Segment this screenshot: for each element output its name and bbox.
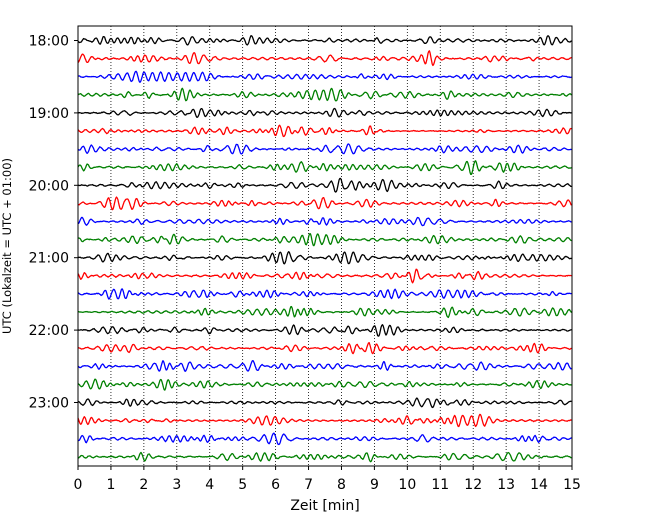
y-tick-label-22:00: 22:00 bbox=[29, 323, 69, 339]
trace-line-5 bbox=[77, 107, 572, 119]
trace-line-20 bbox=[77, 378, 572, 391]
x-tick-label-4: 4 bbox=[205, 477, 214, 493]
x-axis-label: Zeit [min] bbox=[290, 498, 359, 514]
trace-line-21 bbox=[77, 397, 572, 409]
y-tick-label-19:00: 19:00 bbox=[29, 106, 69, 122]
x-tick-label-15: 15 bbox=[563, 477, 581, 493]
x-tick-label-0: 0 bbox=[74, 477, 83, 493]
trace-line-14 bbox=[77, 268, 572, 284]
trace-line-7 bbox=[77, 143, 572, 155]
y-tick-label-21:00: 21:00 bbox=[29, 251, 69, 267]
trace-line-16 bbox=[77, 305, 573, 319]
trace-line-6 bbox=[77, 124, 572, 138]
grid-lines bbox=[110, 26, 540, 466]
trace-line-13 bbox=[77, 251, 572, 265]
trace-line-23 bbox=[77, 432, 572, 446]
trace-line-17 bbox=[77, 324, 572, 337]
y-tick-label-23:00: 23:00 bbox=[29, 396, 69, 412]
x-tick-label-7: 7 bbox=[304, 477, 313, 493]
x-tick-label-6: 6 bbox=[271, 477, 280, 493]
trace-line-2 bbox=[77, 50, 572, 67]
x-tick-label-2: 2 bbox=[139, 477, 148, 493]
x-tick-label-3: 3 bbox=[172, 477, 181, 493]
plot-frame bbox=[77, 25, 573, 467]
trace-line-9 bbox=[77, 177, 572, 193]
y-axis-label: UTC (Lokalzeit = UTC + 01:00) bbox=[0, 158, 14, 334]
x-tick-label-9: 9 bbox=[370, 477, 379, 493]
x-tick-label-11: 11 bbox=[431, 477, 449, 493]
seismic-traces bbox=[77, 35, 573, 463]
trace-line-19 bbox=[77, 359, 572, 372]
trace-line-12 bbox=[77, 233, 572, 247]
trace-line-22 bbox=[77, 413, 572, 428]
trace-line-4 bbox=[77, 87, 573, 102]
trace-line-11 bbox=[77, 216, 572, 227]
x-tick-label-13: 13 bbox=[497, 477, 515, 493]
x-tick-label-10: 10 bbox=[398, 477, 416, 493]
y-tick-label-18:00: 18:00 bbox=[29, 34, 69, 50]
x-tick-label-5: 5 bbox=[238, 477, 247, 493]
trace-line-3 bbox=[77, 70, 572, 83]
y-tick-label-20:00: 20:00 bbox=[29, 178, 69, 194]
x-tick-label-8: 8 bbox=[337, 477, 346, 493]
trace-line-24 bbox=[77, 451, 572, 463]
x-tick-label-14: 14 bbox=[530, 477, 548, 493]
trace-line-10 bbox=[77, 196, 573, 211]
x-axis-ticks: 0 1 2 3 4 5 6 7 8 9 10 11 12 13 14 15 bbox=[74, 466, 581, 493]
x-tick-label-12: 12 bbox=[464, 477, 482, 493]
trace-line-1 bbox=[77, 35, 572, 46]
trace-line-15 bbox=[77, 288, 572, 300]
y-axis-ticks: 18:00 19:00 20:00 21:00 22:00 23:00 bbox=[29, 34, 78, 412]
trace-line-8 bbox=[77, 160, 572, 175]
trace-line-18 bbox=[77, 342, 572, 355]
x-tick-label-1: 1 bbox=[106, 477, 115, 493]
